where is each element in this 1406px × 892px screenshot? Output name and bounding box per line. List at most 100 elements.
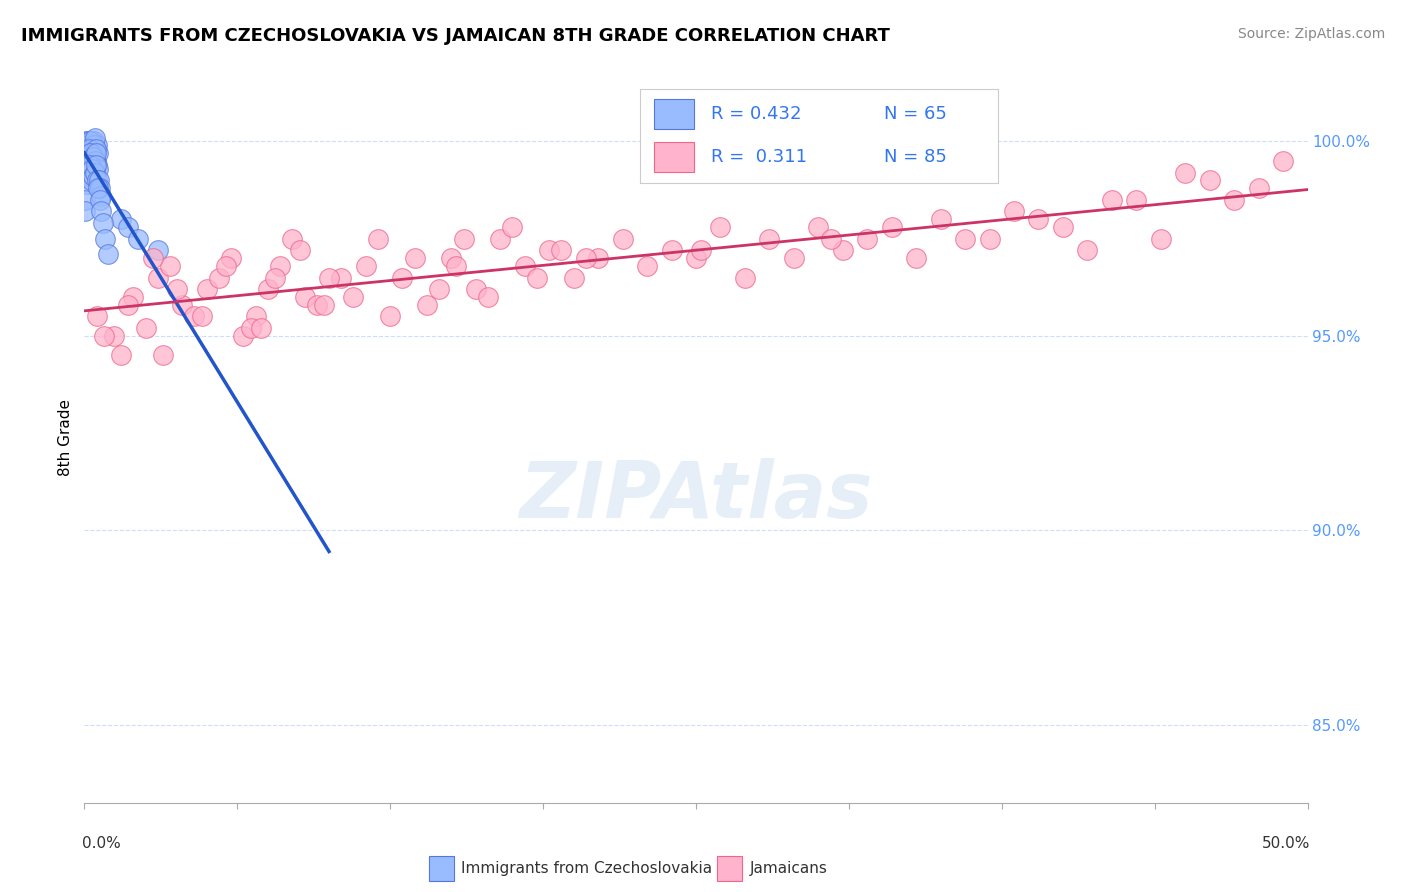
Point bbox=[94, 232, 117, 246]
Point bbox=[79, 138, 101, 153]
Point bbox=[135, 321, 157, 335]
Text: ZIPAtlas: ZIPAtlas bbox=[519, 458, 873, 533]
Point bbox=[83, 135, 105, 149]
Point bbox=[86, 158, 108, 172]
Point bbox=[880, 219, 903, 234]
Point bbox=[82, 153, 104, 168]
Point bbox=[103, 329, 125, 343]
Point bbox=[77, 142, 100, 156]
Point bbox=[281, 232, 304, 246]
Point bbox=[215, 259, 238, 273]
Point bbox=[79, 158, 101, 172]
Point bbox=[1125, 193, 1147, 207]
Point bbox=[75, 204, 97, 219]
Point bbox=[502, 219, 524, 234]
Point bbox=[77, 150, 100, 164]
Text: Source: ZipAtlas.com: Source: ZipAtlas.com bbox=[1237, 27, 1385, 41]
Point bbox=[117, 219, 139, 234]
Point bbox=[239, 321, 262, 335]
Point bbox=[575, 251, 598, 265]
Point bbox=[685, 251, 707, 265]
Point bbox=[526, 270, 548, 285]
Point bbox=[84, 142, 107, 156]
Point bbox=[1101, 193, 1123, 207]
Point bbox=[127, 232, 149, 246]
Point bbox=[77, 138, 100, 153]
Point bbox=[734, 270, 756, 285]
Point bbox=[232, 329, 254, 343]
Point bbox=[513, 259, 536, 273]
Point bbox=[77, 153, 100, 168]
Point bbox=[142, 251, 165, 265]
Point bbox=[294, 290, 316, 304]
Point bbox=[87, 181, 110, 195]
Point bbox=[83, 165, 105, 179]
Point bbox=[82, 142, 104, 156]
Point bbox=[82, 161, 104, 176]
Point bbox=[90, 204, 112, 219]
Point bbox=[86, 310, 108, 324]
Point bbox=[550, 244, 572, 258]
Point bbox=[1150, 232, 1173, 246]
Point bbox=[89, 181, 111, 195]
Point bbox=[152, 348, 174, 362]
Point bbox=[97, 247, 120, 261]
Point bbox=[219, 251, 242, 265]
Point bbox=[953, 232, 976, 246]
Point bbox=[79, 142, 101, 156]
Point bbox=[80, 135, 103, 149]
Text: IMMIGRANTS FROM CZECHOSLOVAKIA VS JAMAICAN 8TH GRADE CORRELATION CHART: IMMIGRANTS FROM CZECHOSLOVAKIA VS JAMAIC… bbox=[21, 27, 890, 45]
Point bbox=[314, 298, 336, 312]
Point bbox=[305, 298, 328, 312]
Point bbox=[636, 259, 658, 273]
Point bbox=[90, 189, 112, 203]
Point bbox=[93, 329, 115, 343]
Point bbox=[689, 244, 711, 258]
Text: 50.0%: 50.0% bbox=[1261, 836, 1310, 851]
Bar bbox=[654, 98, 693, 128]
Text: R = 0.432: R = 0.432 bbox=[711, 104, 801, 122]
Point bbox=[758, 232, 780, 246]
Point bbox=[929, 212, 952, 227]
Point bbox=[905, 251, 928, 265]
Point bbox=[84, 153, 107, 168]
Text: 0.0%: 0.0% bbox=[82, 836, 121, 851]
Point bbox=[84, 142, 107, 156]
Point bbox=[76, 142, 98, 156]
Point bbox=[1076, 244, 1098, 258]
Point bbox=[427, 282, 450, 296]
Text: R =  0.311: R = 0.311 bbox=[711, 148, 807, 166]
Point bbox=[80, 173, 103, 187]
Point bbox=[83, 150, 105, 164]
Point bbox=[1028, 212, 1050, 227]
Point bbox=[245, 310, 267, 324]
Point bbox=[80, 161, 103, 176]
Point bbox=[172, 298, 194, 312]
Point bbox=[76, 153, 98, 168]
Point bbox=[75, 135, 97, 149]
Point bbox=[166, 282, 188, 296]
Point bbox=[257, 282, 280, 296]
Point bbox=[77, 165, 100, 179]
Y-axis label: 8th Grade: 8th Grade bbox=[58, 399, 73, 475]
Point bbox=[110, 212, 132, 227]
Point bbox=[76, 169, 98, 184]
Point bbox=[979, 232, 1001, 246]
Point bbox=[342, 290, 364, 304]
Point bbox=[464, 282, 486, 296]
Point bbox=[1198, 173, 1220, 187]
Point bbox=[83, 158, 105, 172]
Point bbox=[856, 232, 879, 246]
Point bbox=[86, 161, 108, 176]
Point bbox=[562, 270, 585, 285]
Point bbox=[1247, 181, 1270, 195]
Point bbox=[440, 251, 463, 265]
Point bbox=[807, 219, 830, 234]
Point bbox=[1052, 219, 1074, 234]
Point bbox=[86, 138, 108, 153]
Text: Immigrants from Czechoslovakia: Immigrants from Czechoslovakia bbox=[461, 862, 713, 876]
Point bbox=[86, 173, 108, 187]
Point bbox=[110, 348, 132, 362]
Point bbox=[416, 298, 439, 312]
Point bbox=[208, 270, 231, 285]
